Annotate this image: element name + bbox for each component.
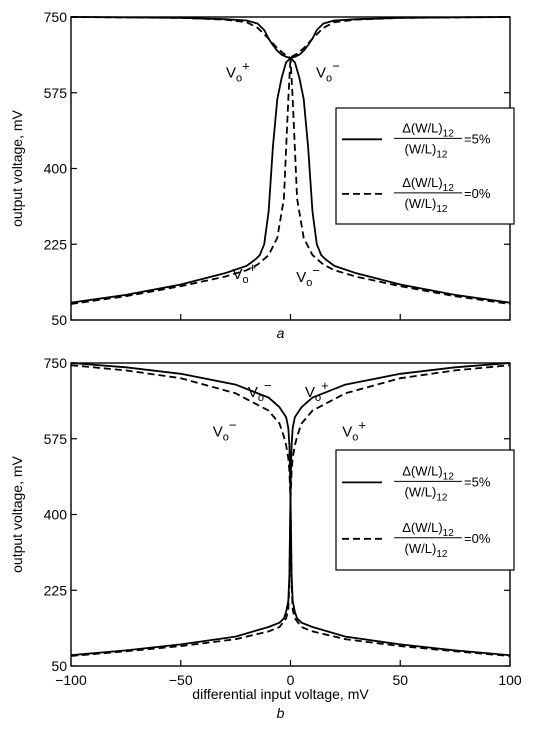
y-axis-label: output voltage, mV [9, 109, 25, 226]
panel-b-chart: 50 225 400 575 750 −100 −50 0 50 100 output voltag… [9, 355, 522, 721]
x-tick-label: 0 [287, 672, 295, 688]
curve-label: Vo+ [342, 418, 366, 444]
legend-value: =0% [464, 186, 491, 201]
curve-label: Vo− [248, 378, 272, 404]
legend-denominator: (W/L)12 [405, 141, 448, 160]
series-line-solid [70, 16, 511, 304]
x-axis-label: differential input voltage, mV [192, 686, 369, 702]
legend-value: =5% [464, 474, 491, 489]
y-tick-label: 225 [44, 582, 68, 598]
series-line-dashed [70, 364, 511, 657]
y-axis-label: output voltage, mV [9, 455, 25, 572]
panel-label: b [277, 705, 285, 721]
legend-denominator: (W/L)12 [405, 541, 448, 560]
series-line-dashed [70, 16, 511, 305]
curve-label: Vo− [213, 418, 237, 444]
y-tick-label: 400 [44, 507, 68, 523]
y-tick-label: 400 [44, 161, 68, 177]
panel-label: a [277, 325, 285, 341]
x-tick-label: −50 [169, 672, 193, 688]
y-tick-label: 575 [44, 85, 68, 101]
legend-numerator: Δ(W/L)12 [402, 520, 454, 539]
legend-numerator: Δ(W/L)12 [402, 175, 454, 194]
series-line-dashed [70, 364, 511, 657]
curve-label: Vo+ [305, 378, 329, 404]
legend-value: =0% [464, 531, 491, 546]
curve-label: Vo+ [226, 59, 250, 85]
series-line-dashed [70, 16, 511, 305]
legend-denominator: (W/L)12 [405, 196, 448, 215]
legend-box [335, 107, 515, 225]
curve-label: Vo− [316, 59, 340, 85]
legend-numerator: Δ(W/L)12 [402, 120, 454, 139]
y-tick-label: 750 [44, 9, 68, 25]
y-tick-label: 50 [51, 658, 67, 674]
series-line-solid [70, 362, 511, 657]
series-line-solid [70, 16, 511, 304]
panel-a-chart: 50 225 400 575 750 output voltage, mV a Vo+ Vo− V… [9, 9, 515, 341]
y-tick-label: 750 [44, 355, 68, 371]
y-tick-label: 575 [44, 431, 68, 447]
curve-label: Vo+ [233, 260, 257, 286]
legend-value: =5% [464, 131, 491, 146]
x-tick-label: −100 [55, 672, 87, 688]
y-tick-label: 225 [44, 236, 68, 252]
legend-numerator: Δ(W/L)12 [402, 463, 454, 482]
x-tick-label: 100 [498, 672, 522, 688]
y-tick-label: 50 [51, 312, 67, 328]
legend-denominator: (W/L)12 [405, 484, 448, 503]
x-tick-label: 50 [392, 672, 408, 688]
curve-label: Vo− [296, 263, 320, 289]
legend-box [335, 449, 515, 571]
